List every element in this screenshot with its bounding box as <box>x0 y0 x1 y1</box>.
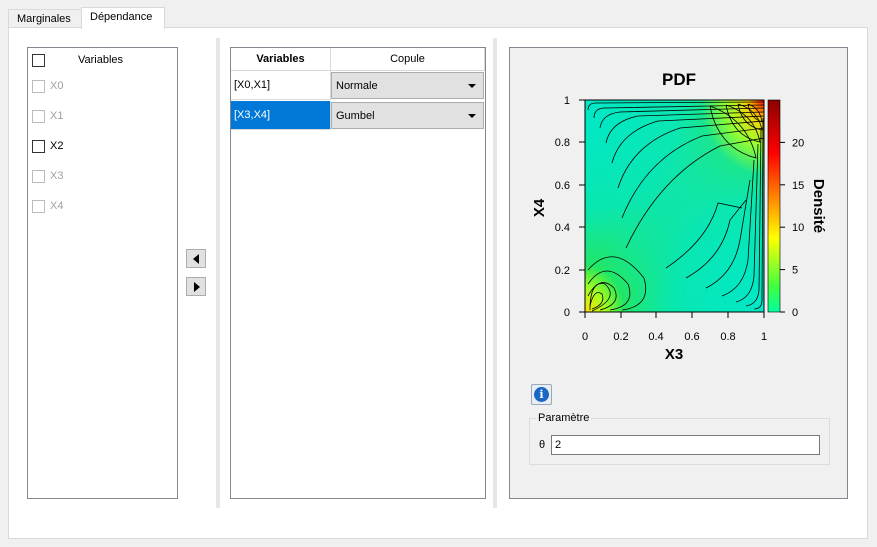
list-item-x0: X0 <box>28 76 177 98</box>
heatmap-area <box>585 100 764 312</box>
y-tick-label: 0.8 <box>555 137 570 149</box>
colorbar <box>767 99 781 313</box>
colorbar-tick-label: 10 <box>792 222 804 234</box>
copula-select-value: Gumbel <box>336 110 375 122</box>
triangle-right-icon <box>194 282 200 292</box>
colorbar-label: Densité <box>810 179 827 233</box>
tab-marginales[interactable]: Marginales <box>8 9 82 28</box>
colorbar-axis: 0 5 10 15 20 <box>780 137 804 319</box>
add-pair-button[interactable] <box>186 277 206 296</box>
x-axis: 0 0.2 0.4 0.6 0.8 1 <box>582 312 767 343</box>
chevron-down-icon <box>468 114 476 118</box>
copula-table[interactable]: Variables Copule [X0,X1] Normale [X3,X4]… <box>230 47 486 499</box>
list-item-x3: X3 <box>28 166 177 188</box>
list-item-label: X3 <box>50 170 64 182</box>
colorbar-tick-label: 0 <box>792 307 798 319</box>
parameter-group: Paramètre θ 2 <box>529 412 830 465</box>
contour-lines <box>587 101 764 312</box>
x-tick-label: 0.2 <box>613 331 628 343</box>
y-tick-label: 1 <box>564 95 570 107</box>
checkbox-x2[interactable] <box>32 140 45 153</box>
variables-list[interactable]: Variables X0 X1 X2 X3 X4 <box>27 47 178 499</box>
pdf-plot: PDF <box>531 70 827 363</box>
info-icon: i <box>534 387 549 402</box>
y-tick-label: 0.4 <box>555 222 570 234</box>
checkbox-x1 <box>32 110 45 123</box>
column-header-variables[interactable]: Variables <box>231 48 331 71</box>
remove-pair-button[interactable] <box>186 249 206 268</box>
checkbox-x3 <box>32 170 45 183</box>
parameter-group-title: Paramètre <box>536 412 592 424</box>
colorbar-tick-label: 15 <box>792 180 804 192</box>
colorbar-tick-label: 5 <box>792 265 798 277</box>
chevron-down-icon <box>468 84 476 88</box>
table-cell-variables[interactable]: [X3,X4] <box>231 101 331 130</box>
colorbar-tick-label: 20 <box>792 137 804 149</box>
y-axis-label: X4 <box>531 198 548 217</box>
checkbox-x0 <box>32 80 45 93</box>
x-tick-label: 0 <box>582 331 588 343</box>
theta-label: θ <box>539 439 546 451</box>
splitter-left[interactable] <box>216 38 220 508</box>
checkbox-x4 <box>32 200 45 213</box>
tab-dependance[interactable]: Dépendance <box>81 7 165 29</box>
plot-frame <box>584 99 765 313</box>
x-tick-label: 0.4 <box>648 331 663 343</box>
list-item-label: X2 <box>50 140 64 152</box>
chart-title: PDF <box>662 70 696 89</box>
list-item-label: X0 <box>50 80 64 92</box>
copula-select[interactable]: Gumbel <box>331 102 484 129</box>
theta-input[interactable]: 2 <box>551 435 820 455</box>
x-axis-label: X3 <box>665 346 683 363</box>
copula-select-value: Normale <box>336 80 378 92</box>
y-tick-label: 0.2 <box>555 265 570 277</box>
y-axis: 0 0.2 0.4 0.6 0.8 1 <box>555 95 585 319</box>
x-tick-label: 1 <box>761 331 767 343</box>
copula-detail-panel: PDF <box>509 47 848 499</box>
list-item-x2[interactable]: X2 <box>28 136 177 158</box>
x-tick-label: 0.6 <box>684 331 699 343</box>
variables-list-header: Variables <box>28 48 177 72</box>
splitter-right[interactable] <box>493 38 497 508</box>
x-tick-label: 0.8 <box>720 331 735 343</box>
select-all-checkbox[interactable] <box>32 54 45 67</box>
info-button[interactable]: i <box>531 384 552 405</box>
column-header-copule[interactable]: Copule <box>331 48 485 71</box>
y-tick-label: 0.6 <box>555 180 570 192</box>
y-tick-label: 0 <box>564 307 570 319</box>
table-cell-variables[interactable]: [X0,X1] <box>231 71 331 100</box>
copula-select[interactable]: Normale <box>331 72 484 99</box>
list-item-x1: X1 <box>28 106 177 128</box>
list-item-label: X4 <box>50 200 64 212</box>
list-item-x4: X4 <box>28 196 177 218</box>
triangle-left-icon <box>193 254 199 264</box>
list-item-label: X1 <box>50 110 64 122</box>
variables-list-header-label: Variables <box>78 54 124 66</box>
